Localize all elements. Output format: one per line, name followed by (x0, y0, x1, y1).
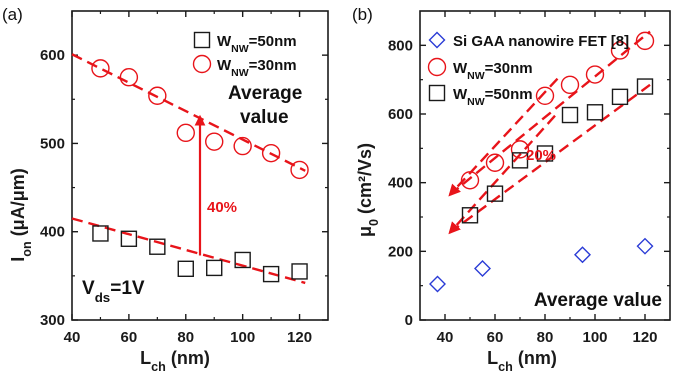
panel-b: 40 60 80 100 120 0 200 400 600 800 (b) Lch (nm) μ0 (… (352, 5, 671, 373)
y-tick-label: 400 (40, 224, 65, 241)
data-point (536, 145, 554, 162)
data-point (474, 260, 491, 277)
trend-line (71, 53, 306, 172)
data-point (486, 185, 504, 202)
legend-marker (192, 54, 212, 74)
data-point (535, 86, 555, 106)
panel-label: (a) (2, 5, 23, 24)
data-point (611, 88, 629, 106)
annotation: 40% (207, 199, 237, 216)
trend-line (449, 30, 651, 196)
data-point (149, 238, 166, 255)
data-point (429, 275, 446, 293)
plot-frame (71, 10, 329, 321)
legend-marker (428, 84, 446, 102)
annotation: 20% (526, 147, 556, 164)
legend-label: WNW=30nm (453, 60, 533, 82)
annotation: Average (228, 83, 302, 104)
y-tick-label: 0 (405, 312, 413, 329)
annotation: Vds=1V (82, 278, 145, 305)
data-point (205, 132, 224, 151)
data-point (610, 41, 630, 60)
data-point (91, 59, 110, 78)
data-point (177, 260, 194, 277)
data-point (261, 143, 281, 163)
y-axis-label: μ0 (cm²/Vs) (355, 143, 381, 237)
legend-label: WNW=50nm (453, 86, 533, 108)
plot-frame (419, 10, 671, 321)
data-point (119, 68, 139, 87)
data-point (511, 152, 529, 169)
x-tick-label: 60 (487, 329, 504, 346)
y-tick-label: 200 (388, 243, 413, 260)
x-axis-label: Lch (nm) (140, 348, 210, 373)
x-tick-label: 100 (582, 329, 607, 346)
data-point (510, 140, 530, 159)
x-tick-label: 80 (537, 329, 554, 346)
data-point (460, 171, 480, 190)
data-point (586, 104, 604, 121)
y-axis-label: Ion (μA/μm) (8, 168, 34, 261)
panel-a: 40 60 80 100 120 300 400 500 600 (a) Lch (nm) Ion (… (2, 5, 329, 373)
data-point (290, 160, 309, 180)
annotation: Average value (534, 290, 662, 311)
data-point (92, 225, 109, 242)
x-tick-label: 100 (230, 329, 255, 346)
legend-label: WNW=50nm (217, 33, 297, 55)
arrow (448, 77, 559, 197)
x-axis-label: Lch (nm) (487, 348, 557, 373)
y-tick-label: 300 (40, 312, 65, 329)
trend-line (71, 217, 306, 285)
y-tick-label: 500 (40, 135, 65, 152)
x-tick-label: 120 (632, 329, 657, 346)
legend-label: WNW=30nm (217, 57, 297, 79)
data-point (561, 106, 579, 124)
panel-label: (b) (352, 5, 373, 24)
x-tick-label: 120 (287, 329, 312, 346)
legend-marker (193, 31, 211, 49)
x-tick-label: 40 (437, 329, 454, 346)
data-point (291, 263, 308, 280)
legend-marker (427, 57, 447, 77)
y-tick-label: 600 (40, 47, 65, 64)
data-point (485, 153, 505, 172)
trend-line (449, 83, 651, 234)
legend-label: Si GAA nanowire FET [8] (453, 33, 629, 50)
x-tick-label: 40 (64, 329, 81, 346)
data-point (233, 136, 252, 156)
legend-marker (428, 31, 446, 49)
x-tick-label: 60 (121, 329, 138, 346)
annotation: value (240, 107, 289, 128)
data-point (262, 265, 280, 283)
data-point (120, 230, 138, 247)
data-point (636, 237, 654, 255)
y-tick-label: 800 (388, 37, 413, 54)
data-point (176, 123, 195, 143)
data-point (560, 75, 580, 95)
y-tick-label: 400 (388, 175, 413, 192)
x-tick-label: 80 (177, 329, 194, 346)
data-point (234, 251, 251, 269)
data-point (574, 246, 591, 264)
data-point (636, 78, 654, 95)
data-point (461, 207, 479, 224)
arrow (448, 114, 556, 235)
data-point (206, 259, 223, 277)
y-tick-label: 600 (388, 106, 413, 123)
data-point (635, 31, 655, 51)
data-point (585, 65, 605, 84)
data-point (148, 86, 167, 105)
